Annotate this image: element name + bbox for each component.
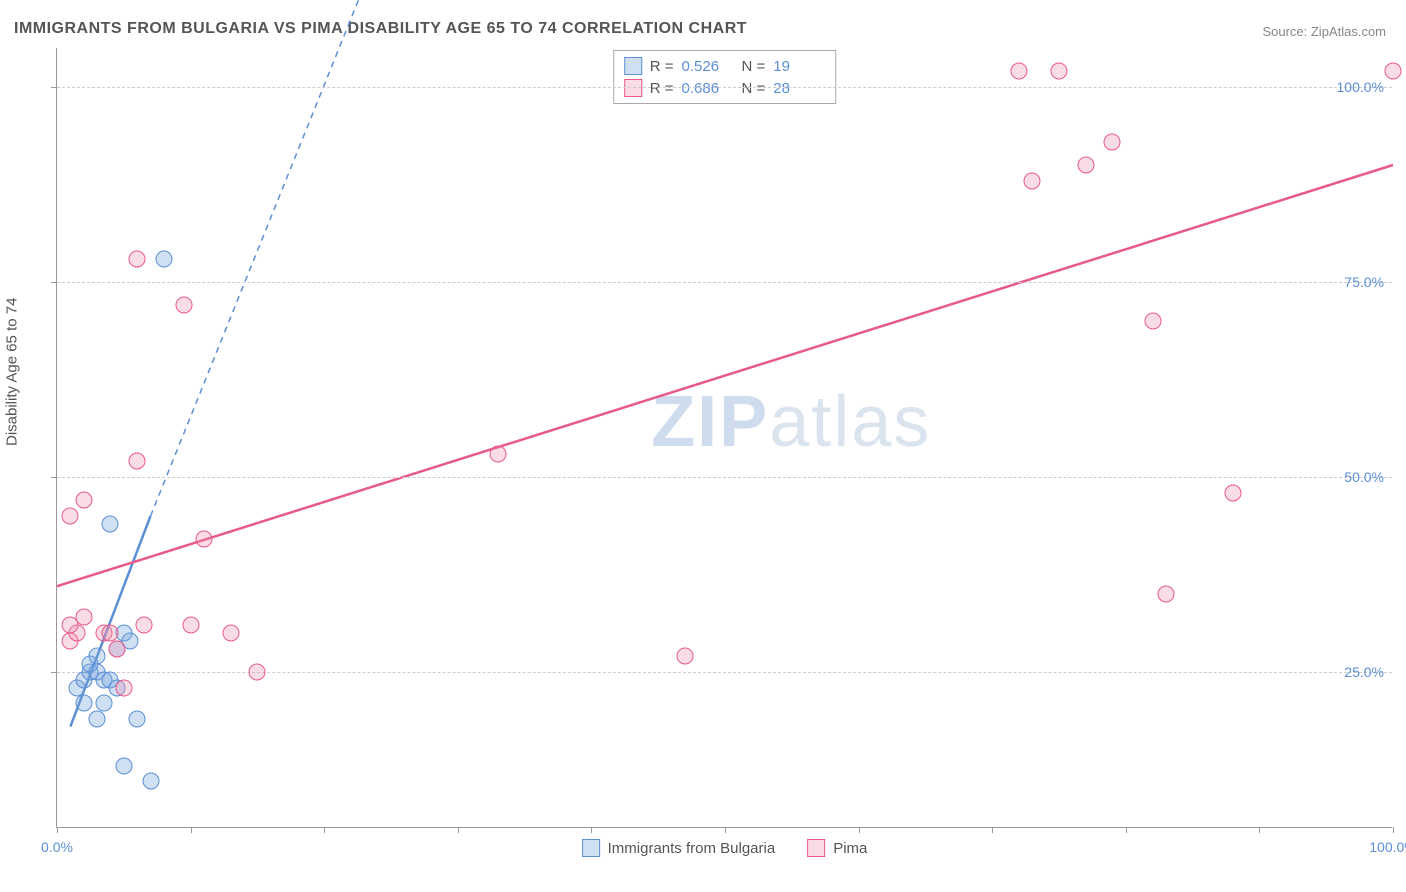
trendlines-layer xyxy=(57,48,1392,827)
legend-n-value: 28 xyxy=(773,80,825,97)
data-point xyxy=(489,445,506,462)
data-point xyxy=(676,648,693,665)
data-point xyxy=(1104,133,1121,150)
data-point xyxy=(222,625,239,642)
legend-stats-row: R = 0.526 N = 19 xyxy=(624,55,826,77)
y-tick-label: 100.0% xyxy=(1337,79,1384,95)
x-tick xyxy=(458,827,459,833)
data-point xyxy=(115,757,132,774)
data-point xyxy=(1077,157,1094,174)
legend-swatch xyxy=(582,839,600,857)
data-point xyxy=(1144,313,1161,330)
legend-stats-row: R = 0.686 N = 28 xyxy=(624,77,826,99)
x-tick-label: 0.0% xyxy=(41,839,73,855)
watermark: ZIPatlas xyxy=(651,381,931,463)
x-tick xyxy=(1259,827,1260,833)
data-point xyxy=(1224,484,1241,501)
data-point xyxy=(75,695,92,712)
legend-r-label: R = xyxy=(650,80,674,97)
legend-r-label: R = xyxy=(650,58,674,75)
legend-series-name: Pima xyxy=(833,840,867,857)
y-tick-label: 50.0% xyxy=(1344,469,1384,485)
data-point xyxy=(75,609,92,626)
data-point xyxy=(182,617,199,634)
data-point xyxy=(1010,63,1027,80)
data-point xyxy=(75,492,92,509)
data-point xyxy=(1157,586,1174,603)
y-tick-label: 75.0% xyxy=(1344,274,1384,290)
data-point xyxy=(142,773,159,790)
data-point xyxy=(135,617,152,634)
data-point xyxy=(109,640,126,657)
y-tick-label: 25.0% xyxy=(1344,664,1384,680)
data-point xyxy=(1051,63,1068,80)
data-point xyxy=(89,648,106,665)
legend-swatch xyxy=(624,57,642,75)
x-tick xyxy=(324,827,325,833)
x-tick xyxy=(992,827,993,833)
x-tick xyxy=(591,827,592,833)
series-legend: Immigrants from Bulgaria Pima xyxy=(582,839,868,857)
y-axis-label: Disability Age 65 to 74 xyxy=(4,298,21,446)
data-point xyxy=(129,710,146,727)
legend-swatch xyxy=(807,839,825,857)
legend-n-value: 19 xyxy=(773,58,825,75)
data-point xyxy=(102,625,119,642)
legend-n-label: N = xyxy=(742,80,766,97)
data-point xyxy=(129,250,146,267)
legend-n-label: N = xyxy=(742,58,766,75)
x-tick xyxy=(191,827,192,833)
legend-item: Immigrants from Bulgaria xyxy=(582,839,776,857)
data-point xyxy=(175,297,192,314)
gridline xyxy=(57,282,1392,283)
gridline xyxy=(57,87,1392,88)
x-tick xyxy=(1126,827,1127,833)
data-point xyxy=(195,531,212,548)
legend-swatch xyxy=(624,79,642,97)
chart-plot-area: ZIPatlas R = 0.526 N = 19 R = 0.686 N = … xyxy=(56,48,1392,828)
legend-r-value: 0.526 xyxy=(682,58,734,75)
data-point xyxy=(115,679,132,696)
legend-series-name: Immigrants from Bulgaria xyxy=(608,840,776,857)
chart-title: IMMIGRANTS FROM BULGARIA VS PIMA DISABIL… xyxy=(14,20,747,38)
legend-item: Pima xyxy=(807,839,867,857)
data-point xyxy=(129,453,146,470)
gridline xyxy=(57,477,1392,478)
data-point xyxy=(62,508,79,525)
data-point xyxy=(155,250,172,267)
x-tick xyxy=(859,827,860,833)
data-point xyxy=(89,710,106,727)
data-point xyxy=(1024,172,1041,189)
data-point xyxy=(95,695,112,712)
x-tick xyxy=(57,827,58,833)
legend-r-value: 0.686 xyxy=(682,80,734,97)
x-tick-label: 100.0% xyxy=(1369,839,1406,855)
data-point xyxy=(1385,63,1402,80)
data-point xyxy=(102,515,119,532)
source-attribution: Source: ZipAtlas.com xyxy=(1262,24,1386,39)
correlation-legend: R = 0.526 N = 19 R = 0.686 N = 28 xyxy=(613,50,837,104)
x-tick xyxy=(1393,827,1394,833)
data-point xyxy=(249,664,266,681)
x-tick xyxy=(725,827,726,833)
